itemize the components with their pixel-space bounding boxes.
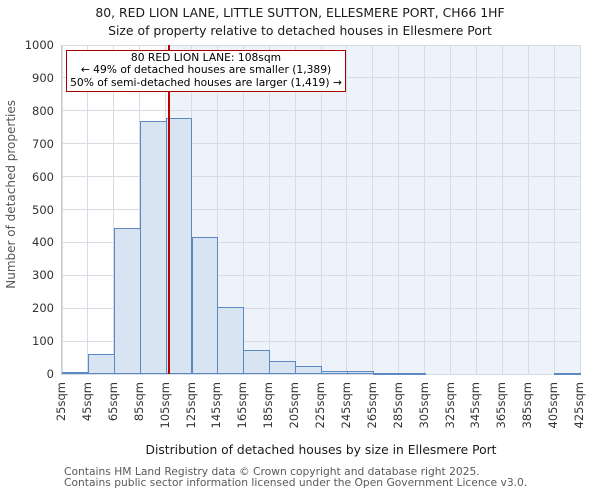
y-gridline [62, 373, 580, 375]
y-axis-label: Number of detached properties [4, 100, 18, 289]
x-tick-label: 105sqm [157, 382, 172, 429]
x-tick-label: 245sqm [338, 382, 353, 429]
histogram-bar [191, 237, 219, 374]
x-gridline [372, 45, 374, 374]
x-gridline [527, 45, 529, 374]
annotation-line3: 50% of semi-detached houses are larger (… [70, 75, 342, 89]
histogram-bar [269, 361, 297, 374]
x-tick-label: 365sqm [494, 382, 509, 429]
chart-title-line2: Size of property relative to detached ho… [108, 23, 492, 38]
property-annotation-box: 80 RED LION LANE: 108sqm ← 49% of detach… [66, 50, 346, 93]
x-tick-label: 205sqm [287, 382, 302, 429]
x-gridline [294, 45, 296, 374]
x-gridline [450, 45, 451, 374]
x-tick-label: 45sqm [79, 382, 94, 422]
footer-attribution-line1: Contains HM Land Registry data © Crown c… [64, 465, 480, 478]
x-gridline [216, 45, 218, 374]
x-gridline [346, 45, 348, 374]
x-gridline [501, 45, 503, 374]
histogram-bar [139, 121, 167, 374]
x-gridline [553, 45, 555, 374]
x-gridline [87, 45, 89, 374]
x-tick-label: 125sqm [183, 382, 198, 429]
histogram-bar [243, 350, 271, 374]
x-gridline [61, 45, 63, 374]
y-tick-label: 100 [32, 334, 54, 349]
plot-area [61, 44, 581, 375]
x-axis-spine [61, 374, 581, 375]
x-gridline [579, 45, 581, 374]
x-tick-label: 25sqm [54, 382, 68, 422]
x-tick-label: 145sqm [209, 382, 224, 429]
annotation-line1: 80 RED LION LANE: 108sqm [130, 51, 282, 64]
histogram-bar [346, 371, 374, 374]
y-tick-label: 500 [32, 202, 54, 217]
x-tick-label: 405sqm [546, 382, 561, 429]
x-gridline [475, 45, 477, 374]
y-tick-label: 600 [32, 169, 54, 184]
histogram-bar [398, 373, 426, 375]
x-tick-label: 385sqm [520, 382, 535, 429]
y-tick-label: 300 [32, 268, 54, 283]
property-size-marker-line [168, 45, 171, 374]
histogram-bar [113, 228, 141, 374]
x-axis-label: Distribution of detached houses by size … [145, 443, 497, 457]
y-tick-label: 900 [32, 70, 54, 85]
histogram-bar [295, 366, 322, 374]
x-gridline [424, 45, 426, 374]
y-tick-label: 400 [32, 235, 54, 250]
y-tick-label: 0 [46, 367, 54, 381]
x-tick-label: 185sqm [261, 382, 276, 429]
x-tick-label: 65sqm [105, 382, 120, 422]
x-gridline [268, 45, 270, 374]
x-tick-label: 285sqm [390, 382, 405, 429]
annotation-line2: ← 49% of detached houses are smaller (1,… [80, 63, 332, 77]
histogram-bar [62, 372, 89, 374]
x-tick-label: 325sqm [442, 382, 457, 429]
x-gridline [398, 45, 400, 374]
x-gridline [113, 45, 115, 374]
histogram-bar [554, 373, 581, 375]
histogram-bar [87, 354, 115, 374]
x-gridline [242, 45, 244, 374]
y-tick-label: 800 [32, 103, 54, 118]
histogram-bar [372, 373, 400, 375]
footer-attribution-line2: Contains public sector information licen… [64, 476, 528, 489]
y-tick-label: 1000 [24, 38, 54, 52]
y-tick-label: 200 [32, 301, 54, 316]
histogram-bar [217, 307, 245, 374]
histogram-bar [321, 371, 348, 374]
x-tick-label: 345sqm [468, 382, 483, 429]
y-tick-label: 700 [32, 136, 54, 151]
x-tick-label: 225sqm [313, 382, 327, 429]
x-gridline [320, 45, 322, 374]
x-tick-label: 305sqm [416, 382, 431, 429]
x-tick-label: 85sqm [131, 382, 146, 422]
x-tick-label: 265sqm [364, 382, 379, 429]
x-tick-label: 165sqm [235, 382, 250, 429]
chart-title-line1: 80, RED LION LANE, LITTLE SUTTON, ELLESM… [95, 5, 505, 20]
x-tick-label: 425sqm [572, 382, 586, 429]
